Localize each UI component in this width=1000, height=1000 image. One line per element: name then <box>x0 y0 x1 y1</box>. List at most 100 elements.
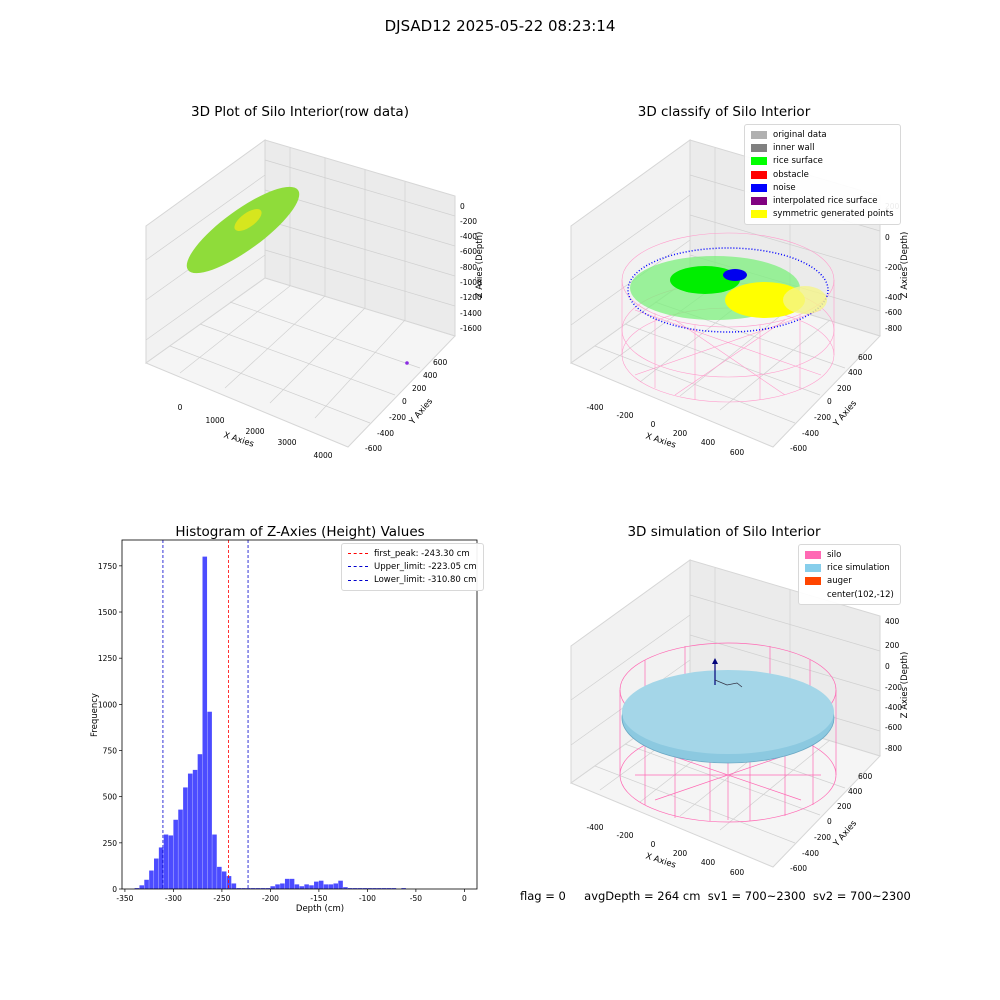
legend-entry: rice surface <box>751 155 894 168</box>
raw-outlier-point <box>405 361 409 365</box>
raw-ytick: -600 <box>365 444 382 453</box>
histogram-bar <box>221 871 227 889</box>
raw-ztick: -400 <box>460 232 477 241</box>
legend-entry: interpolated rice surface <box>751 194 894 207</box>
histogram-bar <box>236 888 242 889</box>
legend-swatch <box>751 170 767 179</box>
classify-legend: original data inner wall rice surface ob… <box>744 124 901 226</box>
histogram-xtick-label: -200 <box>262 894 279 903</box>
sim-rice-surface-top <box>622 670 834 754</box>
histogram-xtick-label: -250 <box>213 894 230 903</box>
histogram-chart: -350 -300 -250 -200 -150 -100 -50 0 0 250 500 750 1… <box>90 539 478 914</box>
raw-3d-plot: 0 1000 2000 3000 4000 X Axies -600 -400 … <box>144 139 485 460</box>
histogram-bar <box>217 866 222 889</box>
histogram-legend: first_peak: -243.30 cm Upper_limit: -223… <box>341 543 484 591</box>
legend-swatch <box>805 550 821 559</box>
histogram-bar <box>241 888 246 889</box>
histogram-bar <box>381 888 387 889</box>
histogram-frame <box>121 539 478 890</box>
histogram-bar <box>318 880 324 889</box>
legend-label: rice simulation <box>827 562 890 573</box>
simulation-3d-plot: -400 -200 0 200 400 600 X Axies -600 -40… <box>569 559 910 877</box>
status-avg-depth: avgDepth = 264 cm <box>584 889 701 903</box>
sim-ztick: -400 <box>885 703 902 712</box>
legend-swatch <box>751 130 767 139</box>
legend-swatch <box>805 577 821 586</box>
histogram-bar <box>192 769 198 889</box>
raw-ztick: -600 <box>460 247 477 256</box>
legend-label: rice surface <box>773 156 823 167</box>
sim-xtick: 0 <box>651 840 656 849</box>
sim-xtick: 600 <box>730 868 745 877</box>
classify-ytick: -400 <box>802 429 819 438</box>
histogram-bar <box>202 556 208 889</box>
histogram-bar <box>197 754 203 889</box>
legend-entry: inner wall <box>751 141 894 154</box>
histogram-bar <box>401 888 406 889</box>
sim-ztick: 400 <box>885 617 900 626</box>
sim-ztick: -200 <box>885 683 902 692</box>
histogram-bar <box>338 880 343 889</box>
sim-center-marker <box>714 679 743 688</box>
histogram-bar <box>178 809 183 889</box>
histogram-bar <box>183 787 188 889</box>
legend-label: silo <box>827 549 842 560</box>
histogram-xtick-label: -300 <box>165 894 182 903</box>
histogram-bar <box>207 711 212 889</box>
raw-ztick: 0 <box>460 202 465 211</box>
sim-auger-tip <box>712 658 718 664</box>
classify-ztick: -600 <box>885 308 902 317</box>
sim-xtick: -200 <box>616 831 633 840</box>
legend-entry: Lower_limit: -310.80 cm <box>348 574 477 587</box>
status-sv2: sv2 = 700~2300 <box>812 889 911 903</box>
legend-label: noise <box>773 182 796 193</box>
histogram-bar <box>275 884 280 889</box>
raw-point-cluster <box>234 209 262 231</box>
classify-noise-ring <box>627 247 829 333</box>
classify-ytick: 200 <box>837 384 852 393</box>
sim-xtick: 400 <box>701 858 716 867</box>
legend-entry: Upper_limit: -223.05 cm <box>348 560 477 573</box>
raw-ytick: 200 <box>412 384 427 393</box>
legend-entry: obstacle <box>751 168 894 181</box>
simulation-legend: silo rice simulation auger center(102,-1… <box>798 544 901 606</box>
classify-zlabel: Z Axies (Depth) <box>900 232 910 299</box>
histogram-bar <box>294 884 300 889</box>
legend-entry: noise <box>751 181 894 194</box>
histogram-y-ticks: 0 250 500 750 1000 1250 1500 1750 <box>98 562 122 894</box>
legend-line <box>348 579 368 581</box>
legend-entry: rice simulation <box>805 561 894 574</box>
raw-ztick: -1600 <box>460 324 482 333</box>
raw-pane-floor <box>144 277 456 448</box>
histogram-bar <box>343 887 348 889</box>
legend-swatch <box>751 183 767 192</box>
legend-swatch <box>751 143 767 152</box>
histogram-xlabel: Depth (cm) <box>296 904 344 914</box>
sim-ytick: -400 <box>802 849 819 858</box>
raw-point-cluster-small <box>264 219 276 231</box>
histogram-bar <box>347 888 353 889</box>
histogram-bar <box>391 888 397 889</box>
histogram-bar <box>231 883 237 889</box>
legend-swatch <box>751 157 767 166</box>
histogram-ytick-label: 1000 <box>98 700 117 709</box>
legend-entry: first_peak: -243.30 cm <box>348 547 477 560</box>
raw-ztick: -200 <box>460 217 477 226</box>
raw-ztick: -800 <box>460 263 477 272</box>
raw-ytick: 0 <box>402 397 407 406</box>
classify-symmetric-points-edge <box>783 286 827 314</box>
histogram-xtick-label: 0 <box>462 894 467 903</box>
raw-gridlines <box>145 148 456 424</box>
histogram-xtick-label: -50 <box>410 894 422 903</box>
histogram-bar <box>280 883 285 889</box>
raw-panel-title: 3D Plot of Silo Interior(row data) <box>191 104 409 120</box>
classify-panel-title: 3D classify of Silo Interior <box>637 104 811 120</box>
raw-ytick: -200 <box>389 413 406 422</box>
raw-xtick: 4000 <box>313 451 332 460</box>
raw-ytick: 600 <box>433 358 448 367</box>
histogram-bar <box>187 773 193 889</box>
histogram-bar <box>149 870 154 889</box>
sim-ytick: 600 <box>858 772 873 781</box>
raw-zlabel: Z Axies (Depth) <box>475 232 485 299</box>
classify-xtick: 400 <box>701 438 716 447</box>
